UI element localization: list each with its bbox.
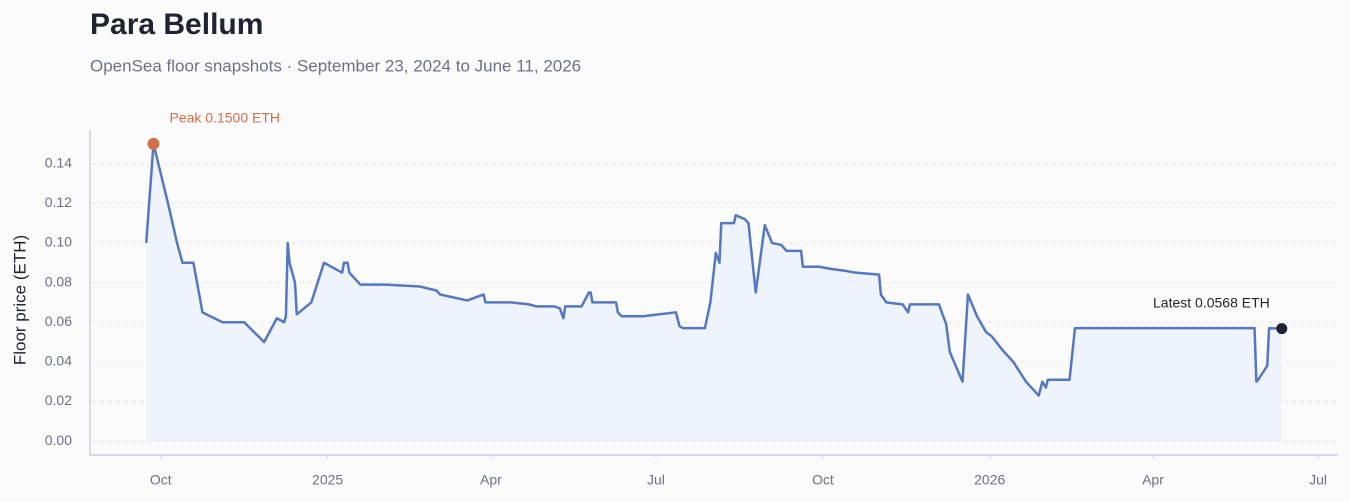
price-line — [144, 142, 1282, 397]
y-axis-label: Floor price (ETH) — [10, 235, 29, 365]
y-tick-label: 0.02 — [45, 392, 72, 408]
x-tick-label: 2026 — [974, 472, 1005, 488]
x-tick-label: Jul — [647, 472, 665, 488]
x-tick-label: Oct — [812, 472, 834, 488]
y-tick-label: 0.00 — [45, 432, 72, 448]
latest-marker — [1276, 323, 1288, 335]
y-tick-label: 0.14 — [45, 154, 72, 170]
peak-marker — [147, 137, 160, 150]
y-tick-label: 0.08 — [45, 273, 72, 289]
y-tick-label: 0.06 — [45, 313, 72, 329]
x-tick-label: Oct — [150, 472, 172, 488]
chart-title: Para Bellum — [90, 8, 263, 41]
y-tick-label: 0.04 — [45, 353, 72, 369]
chart-subtitle: OpenSea floor snapshots · September 23, … — [90, 56, 581, 75]
x-tick-label: Jul — [1309, 472, 1327, 488]
y-tick-label: 0.10 — [45, 234, 72, 250]
x-tick-label: 2025 — [312, 472, 343, 488]
area-fill — [146, 143, 1282, 442]
x-tick-label: Apr — [1142, 472, 1164, 488]
latest-label: Latest 0.0568 ETH — [1153, 294, 1270, 310]
y-tick-label: 0.12 — [45, 194, 72, 210]
x-tick-label: Apr — [480, 472, 502, 488]
peak-label: Peak 0.1500 ETH — [169, 110, 280, 126]
